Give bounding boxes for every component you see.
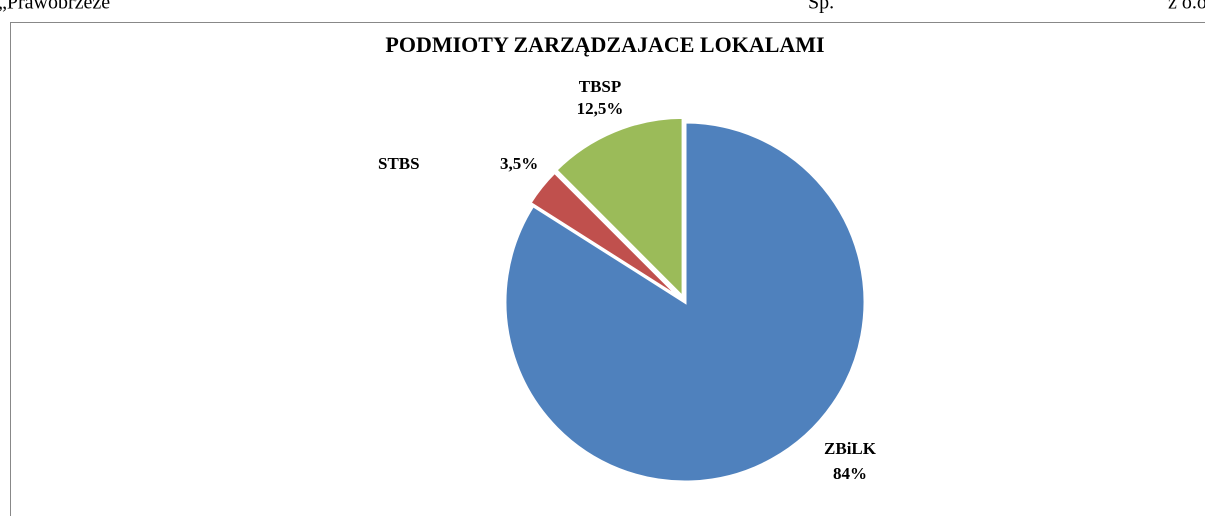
slice-value: 84% [833, 464, 867, 483]
header-middle: Sp. [808, 0, 834, 14]
header-left: „Prawobrzeże [0, 0, 110, 14]
slice-value: 3,5% [500, 154, 538, 173]
chart-title: PODMIOTY ZARZĄDZAJACE LOKALAMI [385, 32, 824, 57]
slice-name: STBS [378, 154, 420, 173]
slice-name: ZBiLK [824, 439, 877, 458]
slice-value: 12,5% [577, 99, 624, 118]
header-right: z o.o [1168, 0, 1205, 14]
slice-name: TBSP [579, 77, 622, 96]
